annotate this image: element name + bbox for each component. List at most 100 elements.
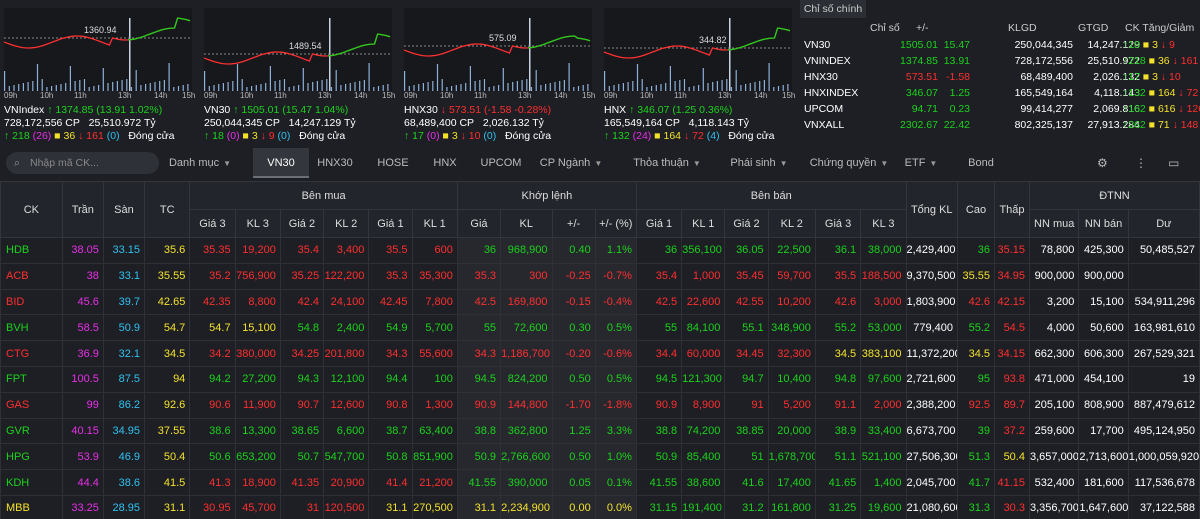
col-ck[interactable]: CK	[0, 181, 63, 238]
foreign-buy: 3,356,700	[1028, 494, 1080, 519]
total-volume: 6,673,700	[905, 417, 958, 445]
summary-cell: VNXALL	[804, 119, 845, 131]
summary-row-hnx30[interactable]: HNX30 573.51 -1.58 68,489,400 2,026.132 ↑17 ■…	[800, 69, 1200, 85]
table-row[interactable]: GVR 40.15 34.95 37.55 38.6 13,300 38.65 6,600 38…	[0, 417, 1200, 445]
summary-row-vn30[interactable]: VN30 1505.01 15.47 250,044,345 14,247.129 ↑18…	[800, 37, 1200, 53]
up-count: 17	[412, 130, 424, 142]
order-cell: 42.35	[189, 288, 236, 316]
col-thap[interactable]: Thấp	[994, 181, 1030, 238]
summary-title[interactable]: Chỉ số chính	[800, 0, 866, 18]
subcol-13[interactable]: KL 2	[767, 209, 816, 238]
volume-bar	[373, 87, 375, 91]
index-arrow-icon: ↑	[47, 104, 53, 116]
index-panel-vn30[interactable]: 1489.54 09h 10h 11h 13h 14h 15h VN30 ↑ 1505.01 …	[200, 0, 398, 148]
volume-bar	[716, 81, 718, 91]
table-row[interactable]: BID 45.6 39.7 42.65 42.35 8,800 42.4 24,100 42.4…	[0, 288, 1200, 316]
order-cell: 348,900	[767, 314, 816, 342]
more-icon[interactable]: ⋮	[1135, 156, 1147, 170]
subcol-7[interactable]: KL	[500, 209, 553, 238]
table-row[interactable]: FPT 100.5 87.5 94 94.2 27,200 94.3 12,100 94.4 10…	[0, 365, 1200, 393]
tab-chứng-quyền[interactable]: Chứng quyền ▼	[808, 148, 890, 178]
subcol-9[interactable]: +/- (%)	[594, 209, 637, 238]
subcol-17[interactable]: NN bán	[1078, 209, 1129, 238]
volume-bar	[4, 71, 6, 91]
subcol-2[interactable]: Giá 2	[279, 209, 325, 238]
table-row[interactable]: MBB 33.25 28.95 31.1 30.95 45,700 31 120,500 31.…	[0, 494, 1200, 519]
tab-etf[interactable]: ETF ▼	[900, 148, 942, 178]
col-cao[interactable]: Cao	[956, 181, 996, 238]
subcol-8[interactable]: +/-	[551, 209, 596, 238]
price-line-up	[727, 27, 791, 51]
volume-bar	[432, 81, 434, 91]
subcol-0[interactable]: Giá 3	[189, 209, 236, 238]
subcol-18[interactable]: Dư	[1127, 209, 1200, 238]
table-row[interactable]: KDH 44.4 38.6 41.5 41.3 18,900 41.35 20,900 41.4…	[0, 469, 1200, 496]
low-price: 37.2	[994, 417, 1030, 445]
col-san[interactable]: Sàn	[102, 181, 146, 238]
order-cell: 24,100	[323, 288, 370, 316]
volume-bar	[521, 80, 523, 91]
col-tc[interactable]: TC	[144, 181, 191, 238]
index-panel-vnindex[interactable]: 1360.94 09h 10h 11h 13h 14h 15h VNIndex ↑ 1374.…	[0, 0, 198, 148]
tab-hose[interactable]: HOSE	[369, 148, 417, 178]
order-cell: 1.1%	[594, 237, 637, 264]
summary-row-hnxindex[interactable]: HNXINDEX 346.07 1.25 165,549,164 4,118.143 ↑1…	[800, 85, 1200, 101]
col-tran[interactable]: Trần	[61, 181, 104, 238]
subcol-14[interactable]: Giá 3	[814, 209, 862, 238]
tab-label: Bond	[968, 157, 994, 169]
col-tongkl[interactable]: Tổng KL	[905, 181, 958, 238]
volume-bar	[251, 86, 253, 91]
summary-row-vnindex[interactable]: VNINDEX 1374.85 13.91 728,172,556 25,510.972…	[800, 53, 1200, 69]
table-row[interactable]: GAS 99 86.2 92.6 90.6 11,900 90.7 12,600 90.8 1,3…	[0, 391, 1200, 419]
volume-bar	[726, 79, 728, 91]
summary-cell: 4,118.143	[1094, 87, 1140, 99]
time-label: 13h	[518, 91, 532, 100]
order-cell: 20,000	[767, 417, 816, 445]
index-panel-hnx30[interactable]: 575.09 09h 10h 11h 13h 14h 15h HNX30 ↓ 573.51 (…	[400, 0, 598, 148]
settings-icon[interactable]: ⚙	[1097, 156, 1108, 170]
table-row[interactable]: ACB 38 33.1 35.55 35.2 756,900 35.25 122,200 35.…	[0, 262, 1200, 290]
tab-phái-sinh[interactable]: Phái sinh ▼	[720, 148, 798, 178]
order-cell: 97,600	[860, 365, 907, 393]
order-cell: 270,500	[411, 494, 458, 519]
subcol-4[interactable]: Giá 1	[368, 209, 413, 238]
volume-bar	[98, 85, 100, 91]
index-breadth-row: ↑ 132 (24) ■ 164 ↓ 72 (4) Đóng cửa	[604, 130, 804, 143]
subcol-1[interactable]: KL 3	[234, 209, 281, 238]
stock-code: ACB	[0, 262, 63, 290]
tab-hnx[interactable]: HNX	[424, 148, 466, 178]
index-volume-row: 728,172,556 CP 25,510.972 Tỷ	[4, 117, 204, 130]
expand-icon[interactable]: ▭	[1168, 156, 1180, 170]
order-cell: 362,800	[500, 417, 553, 445]
subcol-3[interactable]: KL 2	[323, 209, 370, 238]
order-cell: 547,700	[323, 443, 370, 471]
tab-danh-mục[interactable]: Danh mục ▼	[162, 148, 238, 178]
index-panel-hnx[interactable]: 344.82 09h 10h 11h 13h 14h 15h HNX ↑ 346.07 (1.…	[600, 0, 798, 148]
chevron-down-icon: ▼	[223, 159, 232, 168]
subcol-15[interactable]: KL 3	[860, 209, 907, 238]
order-cell: 59,700	[767, 262, 816, 290]
subcol-5[interactable]: KL 1	[411, 209, 458, 238]
search-input[interactable]: ⌕ Nhập mã CK...	[6, 152, 159, 174]
index-name: HNX30	[404, 104, 438, 116]
tab-bond[interactable]: Bond	[955, 148, 1007, 178]
tab-hnx30[interactable]: HNX30	[309, 148, 361, 178]
summary-row-upcom[interactable]: UPCOM 94.71 0.23 99,414,277 2,069.816 ↑162 ■ …	[800, 101, 1200, 117]
tab-thỏa-thuận[interactable]: Thỏa thuận ▼	[622, 148, 712, 178]
subcol-10[interactable]: Giá 1	[635, 209, 683, 238]
table-row[interactable]: CTG 36.9 32.1 34.5 34.2 380,000 34.25 201,800 34…	[0, 340, 1200, 367]
summary-row-vnxall[interactable]: VNXALL 2302.67 22.42 802,325,137 27,913.284 ↑…	[800, 117, 1200, 133]
order-cell: 35.45	[724, 262, 769, 290]
order-cell: 144,800	[500, 391, 553, 419]
subcol-6[interactable]: Giá	[456, 209, 502, 238]
table-row[interactable]: HPG 53.9 46.9 50.4 50.6 653,200 50.7 547,700 50.…	[0, 443, 1200, 471]
subcol-12[interactable]: Giá 2	[724, 209, 769, 238]
summary-cell: 14,247.129	[1087, 39, 1140, 51]
tab-upcom[interactable]: UPCOM	[472, 148, 530, 178]
tab-cp-ngành[interactable]: CP Ngành ▼	[534, 148, 608, 178]
subcol-11[interactable]: KL 1	[681, 209, 726, 238]
table-row[interactable]: HDB 38.05 33.15 35.6 35.35 19,200 35.4 3,400 35.…	[0, 237, 1200, 264]
tab-vn30[interactable]: VN30	[253, 148, 309, 178]
table-row[interactable]: BVH 58.5 50.9 54.7 54.7 15,100 54.8 2,400 54.9 5,…	[0, 314, 1200, 342]
subcol-16[interactable]: NN mua	[1028, 209, 1080, 238]
